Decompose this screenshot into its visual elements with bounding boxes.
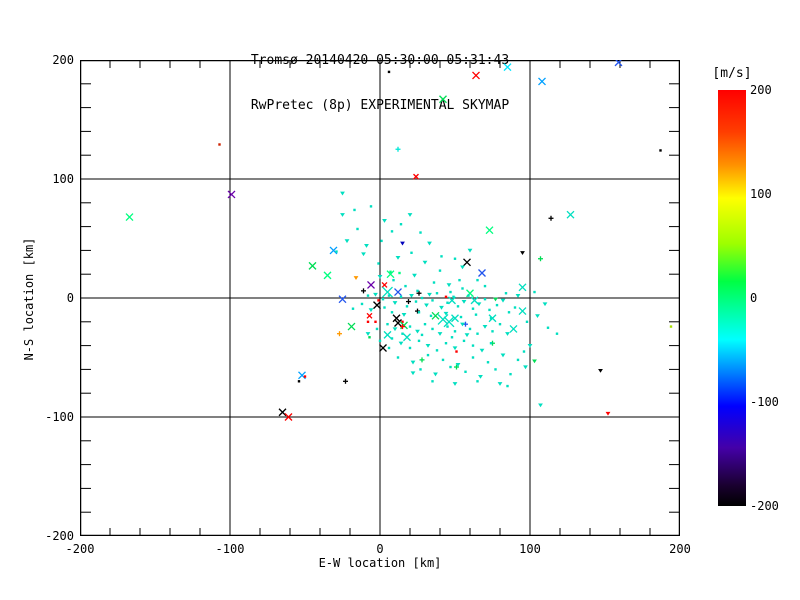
chart-title: Tromsø 20140420 05:30:00–05:31:43 RwPret… <box>80 23 680 143</box>
colorbar-tick-label: -100 <box>750 395 779 409</box>
x-tick-label: -200 <box>65 542 95 556</box>
y-tick-label: -100 <box>45 410 74 424</box>
x-tick-label: 0 <box>376 542 384 556</box>
y-tick-label: -200 <box>45 529 74 543</box>
x-tick-label: -100 <box>215 542 245 556</box>
y-tick-label: 200 <box>52 53 74 67</box>
y-tick-label: 0 <box>66 291 74 305</box>
x-tick-label: 200 <box>669 542 691 556</box>
colorbar-tick-label: 0 <box>750 291 758 305</box>
colorbar-tick-label: -200 <box>750 499 779 513</box>
colorbar <box>718 90 746 506</box>
colorbar-gradient <box>718 90 746 506</box>
plot-area <box>80 60 680 536</box>
x-axis-label: E-W location [km] <box>318 556 442 570</box>
x-tick-label: 100 <box>519 542 541 556</box>
y-tick-label: 100 <box>52 172 74 186</box>
colorbar-title: [m/s] <box>712 66 752 81</box>
chart-title-line2: RwPretec (8p) EXPERIMENTAL SKYMAP <box>250 98 510 113</box>
colorbar-tick-label: 100 <box>750 187 772 201</box>
scatter-points-layer <box>80 60 680 536</box>
colorbar-tick-label: 200 <box>750 83 772 97</box>
